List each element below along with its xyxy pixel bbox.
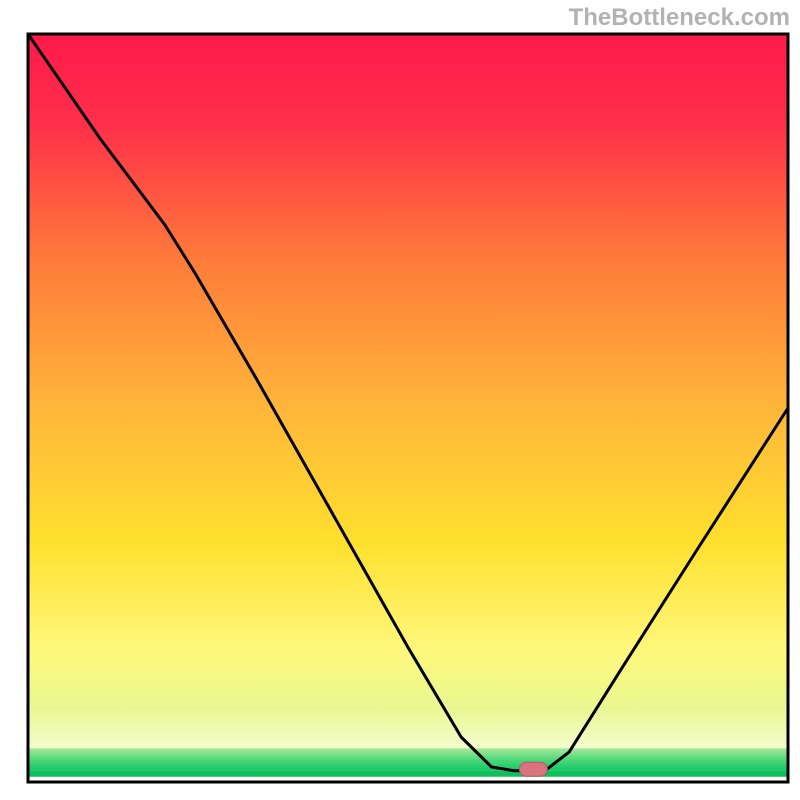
- optimal-band: [28, 748, 788, 776]
- bottleneck-chart: [0, 0, 800, 800]
- watermark-text: TheBottleneck.com: [569, 4, 790, 32]
- current-config-marker: [519, 762, 547, 776]
- chart-plot-area: [28, 34, 788, 782]
